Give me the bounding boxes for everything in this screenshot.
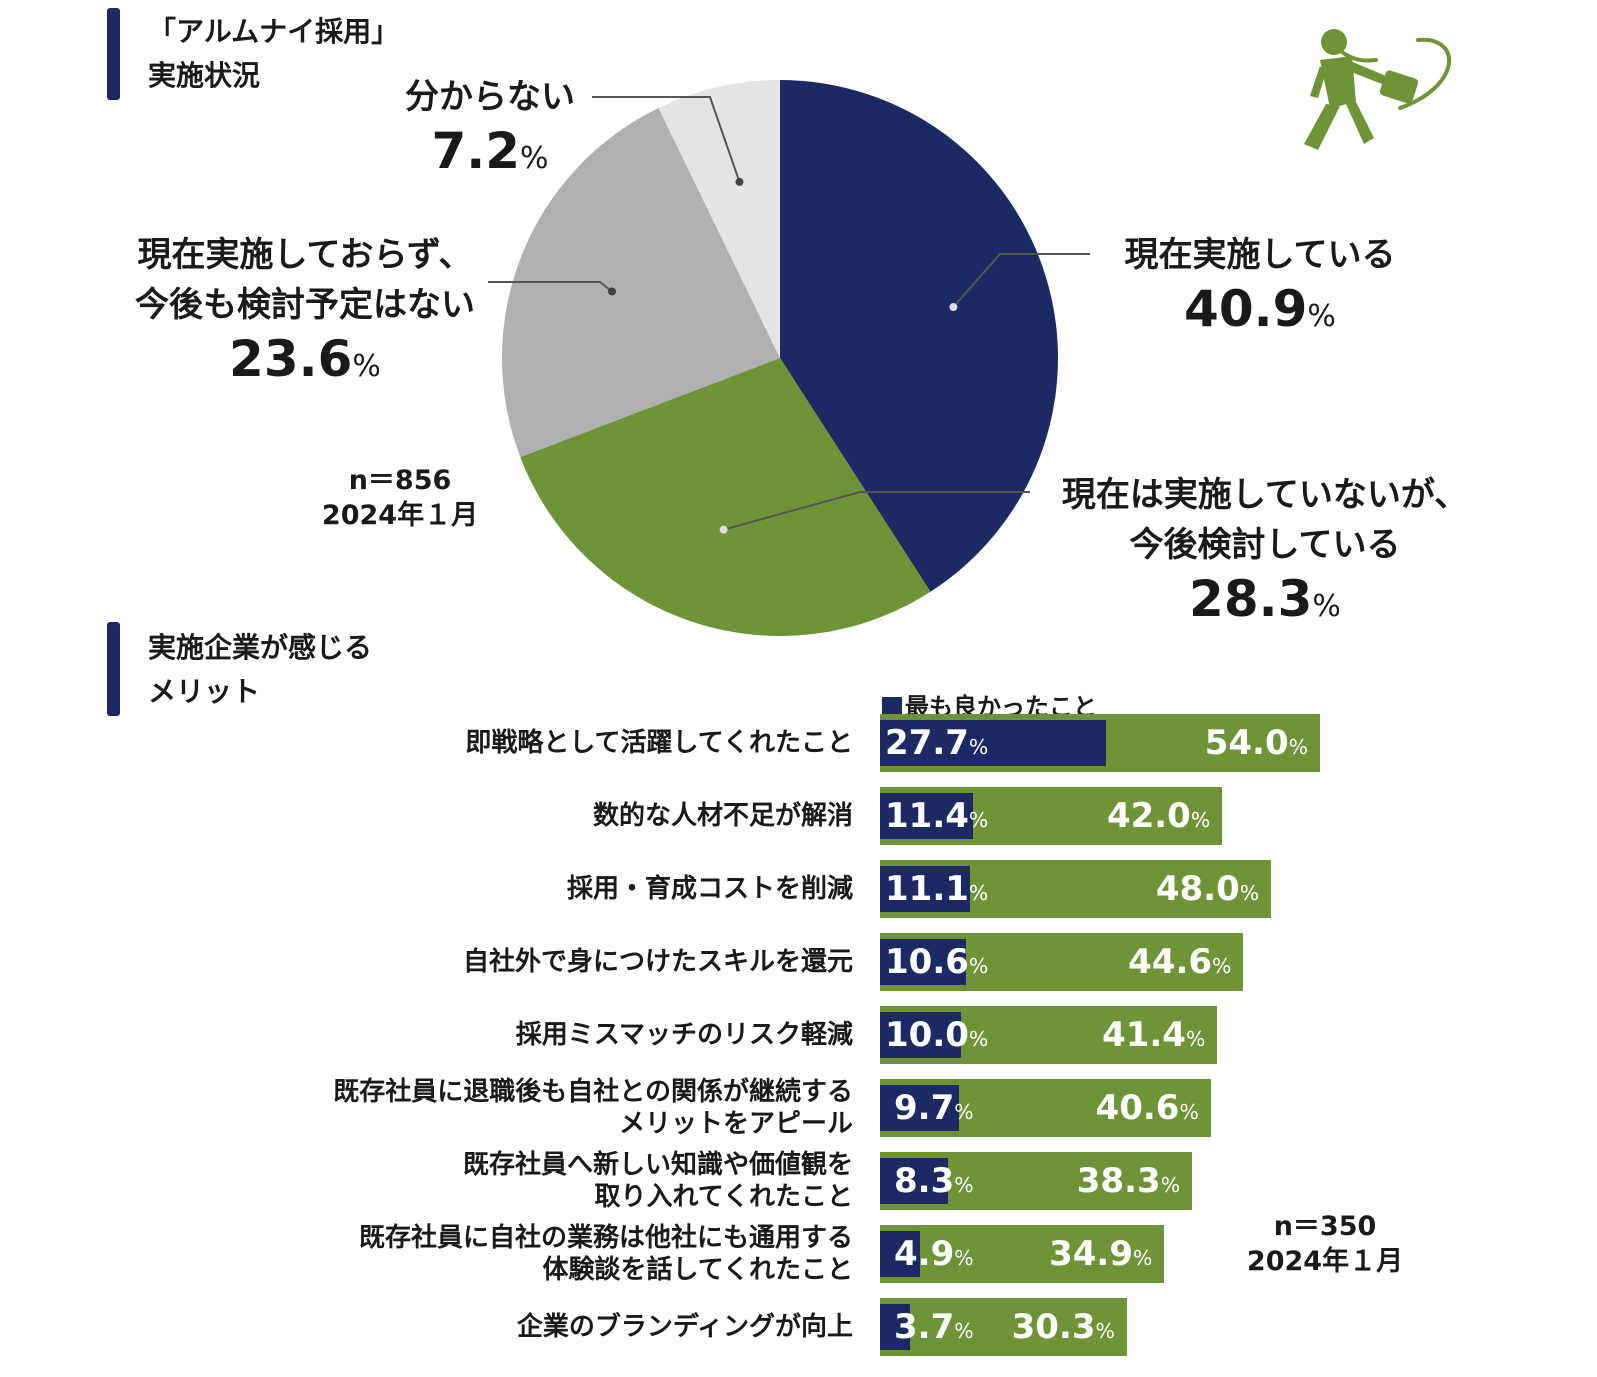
bar-total-label: 44.6% (1128, 942, 1232, 982)
category-label: 採用・育成コストを削減 (567, 873, 853, 905)
bar-total-label: 54.0% (1204, 723, 1308, 763)
pie-chart (488, 80, 1090, 636)
pie-label-not-planned-line1: 現在実施しておらず、 (137, 235, 473, 275)
bar-best (880, 720, 1106, 766)
bar-total-label: 30.3% (1011, 1307, 1115, 1347)
pie-label-considering: 現在は実施していないが、 今後検討している 28.3% (1040, 470, 1490, 636)
category-label-line: 自社外で身につけたスキルを還元 (462, 947, 853, 977)
pie-sample-size: n＝856 (348, 465, 452, 496)
category-label: 数的な人材不足が解消 (593, 800, 853, 832)
pie-label-not-planned-line2: 今後も検討予定はない (135, 285, 475, 325)
bar-best-label: 10.0% (885, 1015, 989, 1055)
bar-section-title: 実施企業が感じる メリット (148, 626, 372, 714)
category-label: 自社外で身につけたスキルを還元 (463, 946, 853, 978)
pie-label-considering-value: 28.3% (1189, 570, 1341, 628)
pie-label-considering-line1: 現在は実施していないが、 (1061, 475, 1469, 515)
pie-label-unknown: 分からない 7.2% (380, 72, 600, 188)
pie-label-implementing-value: 40.9% (1184, 280, 1336, 338)
bar-total-label: 48.0% (1155, 869, 1260, 909)
pie-label-not-planned-value: 23.6% (229, 330, 381, 388)
pie-section-title-line1: 「アルムナイ採用」 (148, 15, 400, 48)
pie-sample-note: n＝856 2024年１月 (320, 463, 480, 533)
category-label-line: 採用ミスマッチのリスク軽減 (515, 1020, 853, 1050)
category-label-line: 既存社員に退職後も自社との関係が継続する (333, 1077, 853, 1107)
bar-sample-note: n＝350 2024年１月 (1245, 1209, 1405, 1279)
category-label: 既存社員に自社の業務は他社にも通用する 体験談を話してくれたこと (359, 1222, 853, 1286)
category-label-line: 既存社員に自社の業務は他社にも通用する (358, 1223, 853, 1253)
bar-best (880, 793, 973, 839)
category-label-line: メリットをアピール (618, 1109, 853, 1139)
bar-best (880, 1304, 911, 1350)
category-label: 即戦略として活躍してくれたこと (465, 727, 853, 759)
bar-best (880, 1231, 920, 1277)
bar-best (880, 866, 971, 912)
bar-best-label: 27.7% (885, 723, 989, 763)
category-label: 既存社員へ新しい知識や価値観を 取り入れてくれたこと (463, 1149, 853, 1213)
bar-best-label: 11.4% (885, 796, 989, 836)
pie-slice-considering (520, 358, 931, 636)
pie-label-unknown-value: 7.2% (431, 122, 549, 180)
pie-label-not-planned: 現在実施しておらず、 今後も検討予定はない 23.6% (100, 230, 510, 396)
legend-swatch (882, 697, 902, 717)
pie-label-implementing-name: 現在実施している (1124, 235, 1396, 275)
leader-not-planned-dot (607, 287, 616, 296)
bar-best-label: 10.6% (885, 942, 989, 982)
bar-best-label: 8.3% (894, 1161, 974, 1201)
bar-best (880, 1158, 948, 1204)
pie-section-title: 「アルムナイ採用」 実施状況 (148, 10, 399, 98)
bar-best-label: 4.9% (894, 1234, 974, 1274)
pie-survey-date: 2024年１月 (321, 500, 479, 531)
bar-survey-date: 2024年１月 (1246, 1246, 1404, 1277)
leader-considering (723, 491, 1030, 531)
pie-label-implementing: 現在実施している 40.9% (1100, 230, 1420, 346)
bar-sample-size: n＝350 (1273, 1211, 1377, 1242)
category-label-line: 体験談を話してくれたこと (542, 1255, 853, 1285)
bar-total-label: 41.4% (1102, 1015, 1206, 1055)
bar-total-label: 40.6% (1095, 1088, 1199, 1128)
pie-section-accent-bar (107, 8, 120, 100)
leader-not-planned (488, 281, 613, 293)
bar-section-title-line2: メリット (148, 675, 261, 708)
leader-implementing-dot (949, 303, 958, 312)
pie-section-title-line2: 実施状況 (148, 59, 261, 92)
bar-total-label: 34.9% (1049, 1234, 1153, 1274)
bar-best (880, 1085, 960, 1131)
category-label-line: 数的な人材不足が解消 (592, 801, 853, 831)
bar-total (880, 1298, 1127, 1356)
category-label-line: 既存社員へ新しい知識や価値観を (462, 1150, 853, 1180)
category-label: 既存社員に退職後も自社との関係が継続する メリットをアピール (333, 1076, 853, 1140)
category-label: 採用ミスマッチのリスク軽減 (516, 1019, 853, 1051)
pie-slice-implementing (780, 80, 1058, 592)
bar-best-label: 3.7% (894, 1307, 974, 1347)
bar-best (880, 1012, 962, 1058)
bar-total (880, 1225, 1165, 1283)
category-label-line: 採用・育成コストを削減 (566, 874, 853, 904)
bar-best-label: 11.1% (885, 869, 989, 909)
running-businessman-icon (1304, 29, 1452, 150)
pie-slice-unknown (658, 80, 780, 358)
leader-considering-dot (719, 525, 728, 534)
leader-implementing (952, 253, 1090, 308)
bar-best (880, 939, 967, 985)
pie-slice-not-planned (501, 107, 780, 458)
leader-unknown (592, 96, 741, 183)
category-label-line: 企業のブランディングが向上 (516, 1312, 853, 1342)
bar-section-accent-bar (107, 622, 120, 716)
bar-section-title-line1: 実施企業が感じる (148, 631, 373, 664)
pie-label-unknown-name: 分からない (405, 77, 575, 117)
category-label: 企業のブランディングが向上 (517, 1311, 853, 1343)
pie-label-considering-line2: 今後検討している (1129, 525, 1401, 565)
bar-total-label: 42.0% (1106, 796, 1211, 836)
bar-best-label: 9.7% (894, 1088, 974, 1128)
category-label-line: 即戦略として活躍してくれたこと (465, 728, 853, 758)
category-label-line: 取り入れてくれたこと (594, 1182, 853, 1212)
bar-total-label: 38.3% (1076, 1161, 1181, 1201)
leader-unknown-dot (735, 177, 744, 186)
